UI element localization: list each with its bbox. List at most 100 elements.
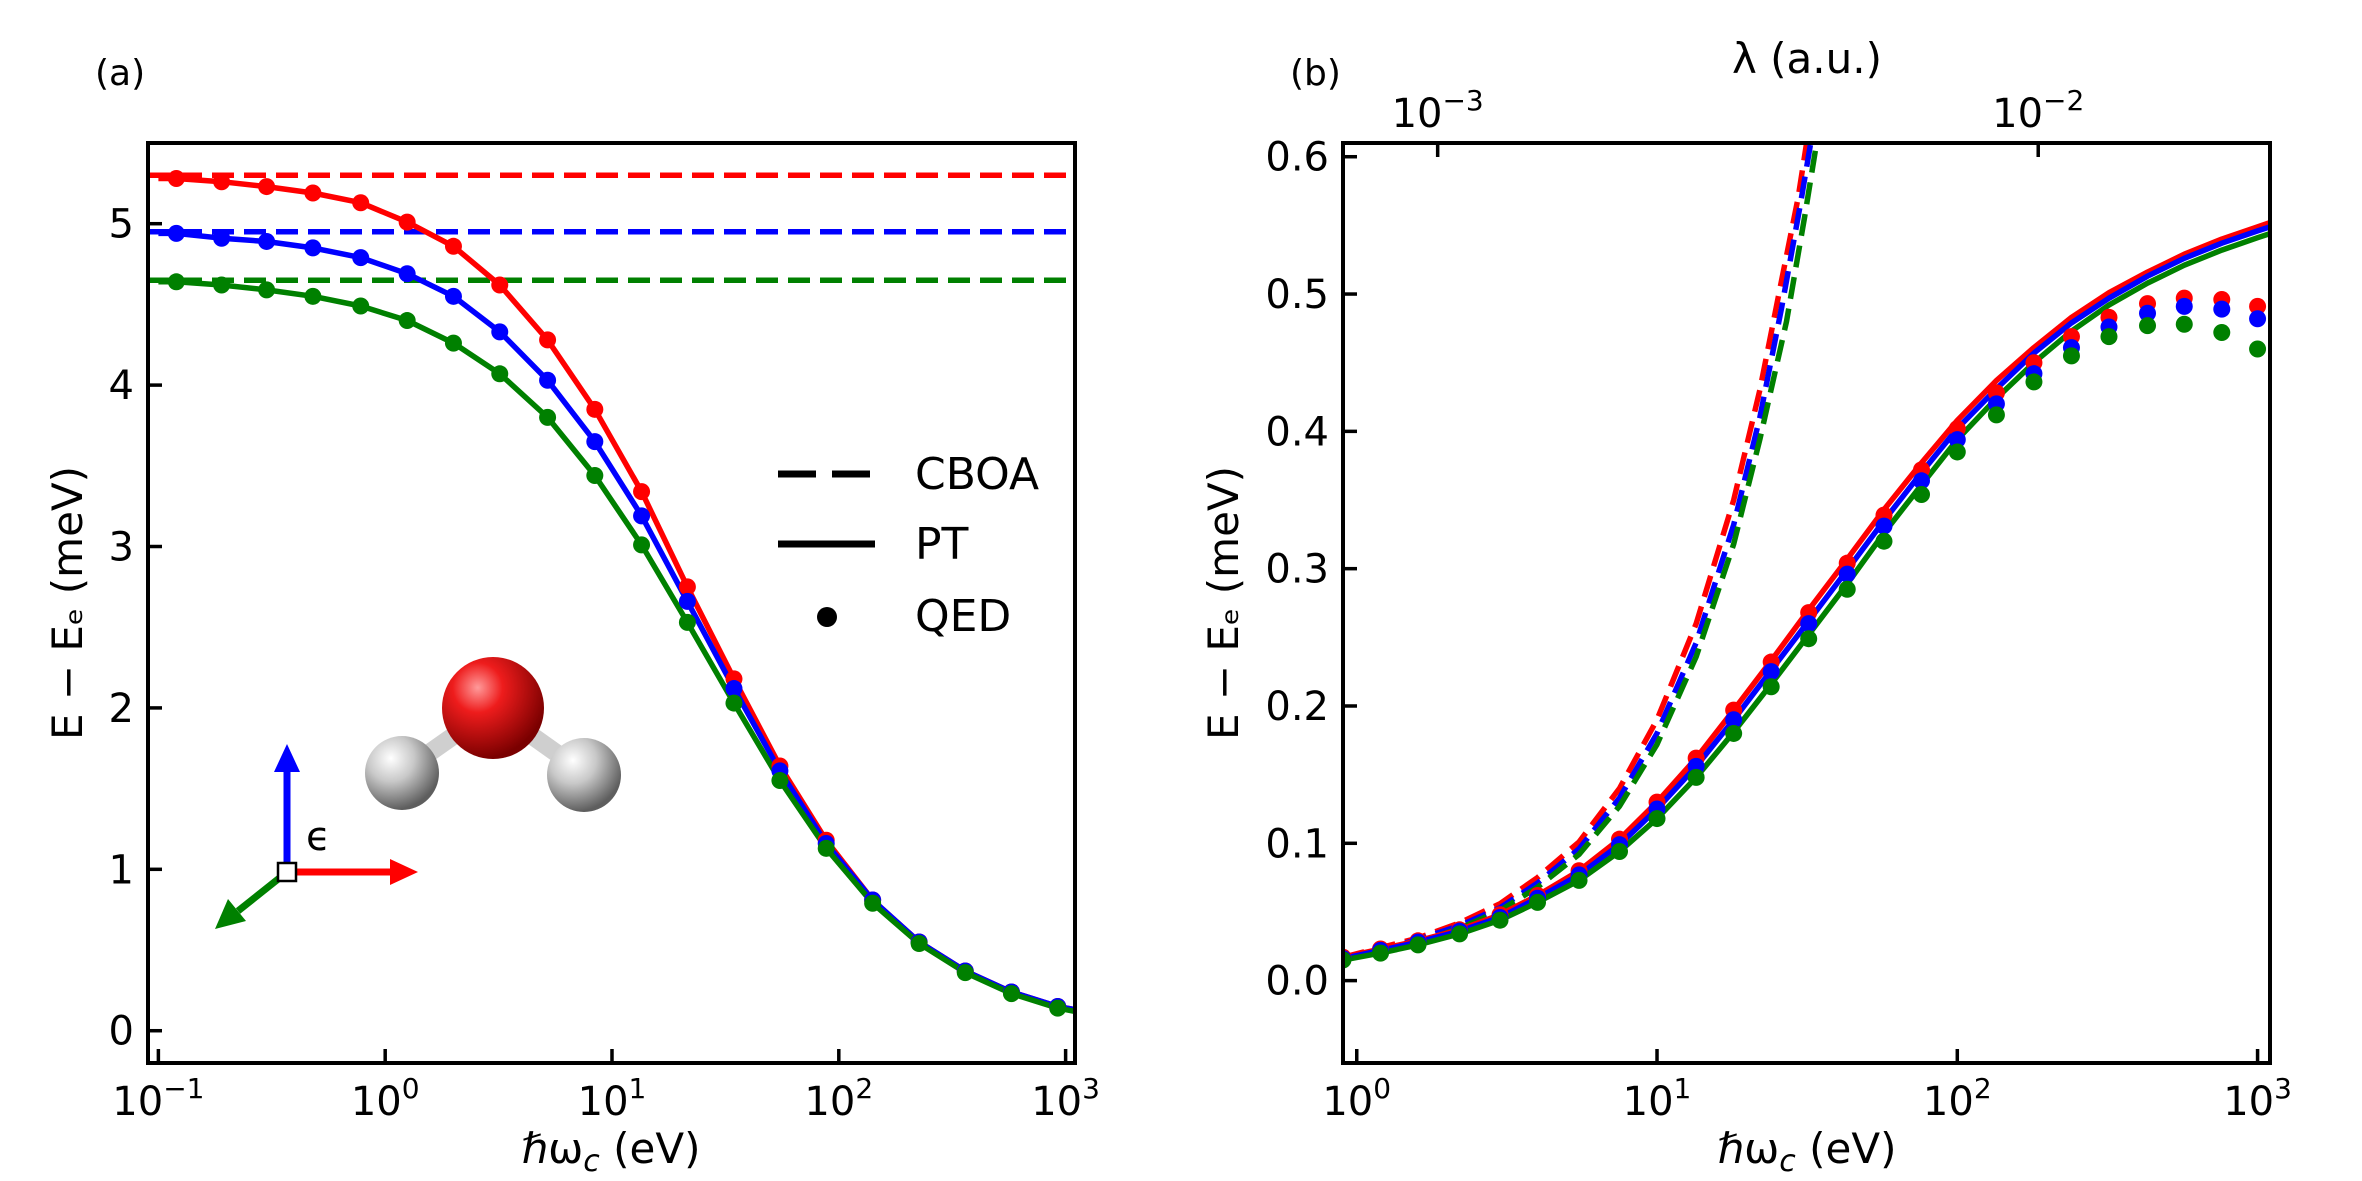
- panel-a-qed-z-point: [956, 964, 974, 982]
- panel-a-qed-y-point: [539, 371, 557, 389]
- panel-a-y-tick-label: 4: [109, 363, 134, 409]
- panel-b-qed-y-point: [1875, 517, 1893, 535]
- panel-b-label: (b): [1290, 53, 1341, 94]
- legend-dot-swatch: [817, 607, 837, 627]
- panel-a-qed-z-point: [167, 273, 185, 291]
- oxygen-atom: [442, 657, 544, 759]
- panel-a-qed-y-point: [167, 224, 185, 242]
- panel-a-qed-z-point: [771, 772, 789, 790]
- panel-a-qed-z-point: [1002, 985, 1020, 1003]
- panel-a-y-tick-label: 2: [109, 686, 134, 732]
- panel-a-qed-y-point: [678, 592, 696, 610]
- panel-a-qed-z-point: [258, 281, 276, 299]
- panel-a-qed-y-point: [398, 265, 416, 283]
- legend-label-cboa: CBOA: [915, 449, 1039, 500]
- panel-a-qed-y-point: [586, 433, 604, 451]
- panel-a-qed-x-point: [633, 483, 651, 501]
- panel-a-qed-y-point: [725, 680, 743, 698]
- panel-a-y-tick-label: 3: [109, 525, 134, 571]
- panel-b-qed-z-point: [1762, 678, 1780, 696]
- panel-b-qed-z-point: [1570, 871, 1588, 889]
- panel-a-qed-y-point: [304, 239, 322, 257]
- panel-b-x-tick-label: 102: [1923, 1072, 1992, 1125]
- panel-a: (a) 10−1 100 101 102 103 0 1 2 3 4 5 ℏωc (eV) E − …: [43, 53, 1100, 1179]
- hydrogen-atom-right: [547, 738, 621, 812]
- panel-a-qed-z-point: [491, 365, 509, 383]
- panel-b-qed-y-point: [1800, 615, 1818, 633]
- panel-b-pt-y-line: [1343, 224, 2270, 962]
- panel-b-cboa-z-line: [1343, 143, 1820, 963]
- panel-b-pt-z-line: [1343, 230, 2270, 963]
- panel-a-pt-z-line: [158, 279, 1075, 1015]
- panel-b-qed-z-point: [1451, 925, 1469, 943]
- panel-b-qed-z-point: [1800, 630, 1818, 648]
- panel-b-y-tick-label: 0.3: [1265, 547, 1329, 593]
- panel-a-qed-x-point: [398, 213, 416, 231]
- panel-b-qed-z-point: [1913, 486, 1931, 504]
- panel-b: (b) λ (a.u.) 100 101 102 103 0.0 0.1 0.2 0.3 0.4…: [1199, 34, 2292, 1179]
- panel-b-qed-z-point: [1725, 724, 1743, 742]
- panel-b-qed-x-point: [2249, 297, 2267, 315]
- panel-b-x-axis-label: ℏωc (eV): [1718, 1124, 1897, 1179]
- panel-b-y-tick-label: 0.2: [1265, 684, 1329, 730]
- panel-a-qed-x-point: [167, 170, 185, 188]
- panel-b-qed-y-point: [2139, 304, 2157, 322]
- panel-a-x-tick-label: 100: [351, 1072, 420, 1125]
- panel-b-top-x-tick-label: 10−3: [1392, 84, 1484, 137]
- panel-b-x-tick-label: 103: [2223, 1072, 2292, 1125]
- legend: CBOA PT QED: [778, 449, 1039, 642]
- panel-b-y-tick-label: 0.0: [1265, 959, 1329, 1005]
- panel-b-qed-y-point: [1762, 663, 1780, 681]
- panel-a-qed-x-point: [213, 173, 231, 191]
- panel-a-qed-x-point: [352, 194, 370, 212]
- panel-a-qed-z-point: [304, 287, 322, 305]
- panel-b-y-tick-label: 0.6: [1265, 135, 1329, 181]
- panel-a-y-axis-label: E − Eₑ (meV): [43, 466, 92, 740]
- panel-b-top-x-tick-label: 10−2: [1992, 84, 2084, 137]
- panel-b-qed-z-point: [1948, 443, 1966, 461]
- panel-b-cboa-x-line: [1343, 143, 1810, 960]
- panel-a-qed-z-point: [864, 894, 882, 912]
- epsilon-label: ϵ: [306, 814, 331, 860]
- panel-a-qed-y-point: [491, 323, 509, 341]
- panel-b-qed-z-point: [1343, 951, 1352, 969]
- panel-a-qed-x-point: [444, 237, 462, 255]
- panel-a-y-tick-label: 1: [109, 847, 134, 893]
- panel-a-qed-x-point: [678, 578, 696, 596]
- panel-a-qed-x-point: [258, 178, 276, 196]
- panel-a-y-tick-label: 0: [109, 1009, 134, 1055]
- panel-a-x-tick-label: 102: [804, 1072, 873, 1125]
- panel-b-y-tick-label: 0.4: [1265, 409, 1329, 455]
- water-molecule-icon: [365, 657, 621, 812]
- panel-b-y-axis-label: E − Eₑ (meV): [1199, 466, 1248, 740]
- panel-b-qed-z-point: [1838, 580, 1856, 598]
- panel-a-qed-x-point: [586, 400, 604, 418]
- panel-b-y-tick-label: 0.5: [1265, 272, 1329, 318]
- panel-b-qed-z-point: [1987, 406, 2005, 424]
- panel-a-y-tick-label: 5: [109, 202, 134, 248]
- panel-a-qed-x-point: [491, 276, 509, 294]
- panel-a-qed-y-point: [258, 232, 276, 250]
- panel-b-qed-z-point: [2100, 328, 2118, 346]
- panel-b-qed-z-point: [1611, 843, 1629, 861]
- panel-b-x-tick-label: 101: [1623, 1072, 1692, 1125]
- legend-label-pt: PT: [915, 519, 969, 570]
- panel-a-qed-z-point: [213, 276, 231, 294]
- panel-a-qed-y-point: [444, 287, 462, 305]
- panel-b-qed-z-point: [2062, 347, 2080, 365]
- panel-b-frame: [1341, 141, 2272, 1065]
- panel-b-qed-z-point: [1491, 911, 1509, 929]
- panel-b-qed-z-point: [1372, 944, 1390, 962]
- panel-b-qed-z-point: [2175, 315, 2193, 333]
- panel-b-cboa-y-line: [1343, 143, 1814, 962]
- panel-a-qed-z-point: [586, 466, 604, 484]
- panel-b-qed-z-point: [1529, 893, 1547, 911]
- panel-a-qed-z-point: [678, 613, 696, 631]
- panel-a-x-tick-label: 103: [1031, 1072, 1100, 1125]
- panel-a-qed-y-point: [213, 229, 231, 247]
- panel-a-x-axis-label: ℏωc (eV): [522, 1124, 701, 1179]
- panel-b-qed-y-point: [1838, 565, 1856, 583]
- panel-a-qed-y-point: [352, 249, 370, 267]
- hydrogen-atom-left: [365, 736, 439, 810]
